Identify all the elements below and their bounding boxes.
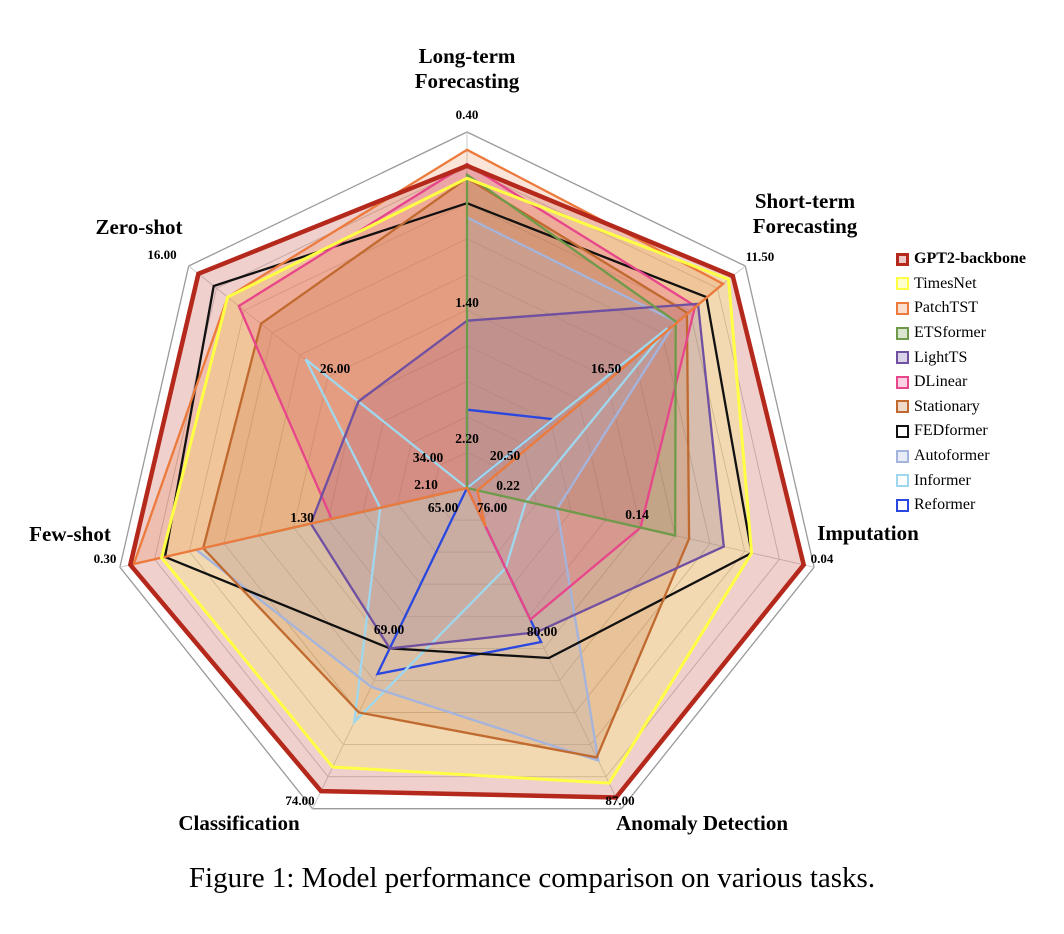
- figure-caption: Figure 1: Model performance comparison o…: [188, 862, 876, 894]
- series-line-fedformer: [163, 201, 753, 660]
- legend-label: GPT2-backbone: [914, 250, 1027, 268]
- axis-title-classification: Classification: [178, 811, 300, 835]
- legend-item-gpt2-backbone: GPT2-backbone: [896, 247, 1056, 272]
- axis-title-line: Short-term: [755, 189, 856, 213]
- axis-title-line: Long-term: [419, 44, 516, 68]
- grid-ring: [431, 451, 503, 521]
- tick-label: 76.00: [477, 500, 508, 515]
- axis-title-line: Forecasting: [753, 214, 858, 238]
- legend-label: Autoformer: [914, 447, 990, 465]
- axis-end-value: 0.04: [811, 551, 834, 566]
- axis-title-line: Anomaly Detection: [616, 811, 788, 835]
- series-line-timesnet: [159, 176, 754, 785]
- tick-label: 16.50: [591, 361, 622, 376]
- axis-end-value: 0.30: [94, 551, 117, 566]
- axis-end-value: 11.50: [746, 249, 775, 264]
- tick-label: 34.00: [413, 450, 444, 465]
- legend-swatch: [896, 449, 909, 463]
- axis-title-anomaly-detection: Anomaly Detection: [616, 811, 788, 835]
- axis-end-value: 0.40: [456, 107, 479, 122]
- tick-label: 2.10: [414, 477, 438, 492]
- axis-title-line: Imputation: [817, 521, 919, 545]
- axis-end-value: 87.00: [605, 793, 634, 808]
- legend-label: Stationary: [914, 397, 980, 415]
- legend-item-autoformer: Autoformer: [896, 444, 1056, 469]
- series-line-dlinear: [237, 162, 697, 622]
- axis-end-value: 74.00: [285, 793, 314, 808]
- legend-item-fedformer: FEDformer: [896, 419, 1056, 444]
- grid-ring: [188, 202, 746, 746]
- axis-title-line: Few-shot: [29, 522, 111, 546]
- axis-title-imputation: Imputation: [817, 521, 919, 545]
- series-area-lightts: [310, 303, 724, 649]
- series-area-autoformer: [196, 217, 676, 761]
- series-line-patchtst: [132, 148, 726, 566]
- legend-label: TimesNet: [914, 274, 977, 292]
- tick-label: 20.50: [490, 448, 521, 463]
- tick-label: 26.00: [320, 361, 351, 376]
- grid-ring: [397, 416, 537, 553]
- legend-item-reformer: Reformer: [896, 493, 1056, 518]
- tick-label: 65.00: [428, 500, 459, 515]
- grid-ring: [119, 131, 815, 810]
- grid-ring: [362, 380, 572, 585]
- series-line-lightts: [309, 302, 726, 650]
- series-area-stationary: [203, 178, 690, 758]
- legend-swatch: [896, 277, 909, 291]
- series-fills: [130, 149, 804, 798]
- tick-label-center: 2.20: [455, 431, 479, 446]
- tick-label: 80.00: [527, 624, 558, 639]
- legend-swatch: [896, 351, 909, 365]
- legend-item-lightts: LightTS: [896, 345, 1056, 370]
- tick-label: 0.22: [496, 478, 520, 493]
- chart-legend: GPT2-backbone TimesNet PatchTST ETSformer Li…: [896, 247, 1056, 518]
- tick-label: 0.14: [625, 507, 649, 522]
- axis-title-line: Forecasting: [415, 69, 520, 93]
- axis-title-few-shot: Few-shot: [29, 522, 111, 546]
- legend-swatch: [896, 375, 909, 389]
- tick-label: 1.30: [290, 510, 314, 525]
- series-line-gpt2-backbone: [127, 163, 807, 800]
- legend-label: FEDformer: [914, 422, 988, 440]
- grid-ring: [258, 273, 676, 681]
- tick-label: 1.40: [455, 295, 479, 310]
- legend-label: LightTS: [914, 348, 968, 366]
- legend-swatch: [896, 301, 909, 315]
- legend-swatch: [896, 474, 909, 488]
- legend-swatch: [896, 252, 909, 266]
- legend-item-informer: Informer: [896, 468, 1056, 493]
- axis-title-line: Classification: [178, 811, 300, 835]
- legend-item-etsformer: ETSformer: [896, 321, 1056, 346]
- grid-ring: [223, 238, 711, 713]
- legend-label: ETSformer: [914, 324, 986, 342]
- axis-title-long-term-forecasting: Long-term Forecasting: [415, 44, 520, 93]
- legend-label: DLinear: [914, 373, 968, 391]
- axis-end-value: 16.00: [147, 247, 176, 262]
- legend-label: Informer: [914, 471, 971, 489]
- series-line-stationary: [201, 176, 691, 759]
- grid-ring: [293, 309, 641, 649]
- legend-item-dlinear: DLinear: [896, 370, 1056, 395]
- legend-label: Reformer: [914, 496, 976, 514]
- legend-item-timesnet: TimesNet: [896, 272, 1056, 297]
- legend-swatch: [896, 498, 909, 512]
- legend-label: PatchTST: [914, 299, 978, 317]
- series-area-patchtst: [133, 149, 724, 565]
- axis-title-line: Zero-shot: [95, 215, 182, 239]
- axis-title-short-term-forecasting: Short-term Forecasting: [753, 189, 858, 238]
- axis-title-zero-shot: Zero-shot: [95, 215, 182, 239]
- tick-labels: 1.40 16.50 20.50 0.14 0.22 80.00 76.00 69.00 65.…: [290, 295, 649, 639]
- legend-swatch: [896, 326, 909, 340]
- series-lines: [127, 148, 807, 800]
- legend-item-patchtst: PatchTST: [896, 296, 1056, 321]
- tick-label: 69.00: [374, 622, 405, 637]
- legend-swatch: [896, 400, 909, 414]
- legend-item-stationary: Stationary: [896, 395, 1056, 420]
- legend-swatch: [896, 424, 909, 438]
